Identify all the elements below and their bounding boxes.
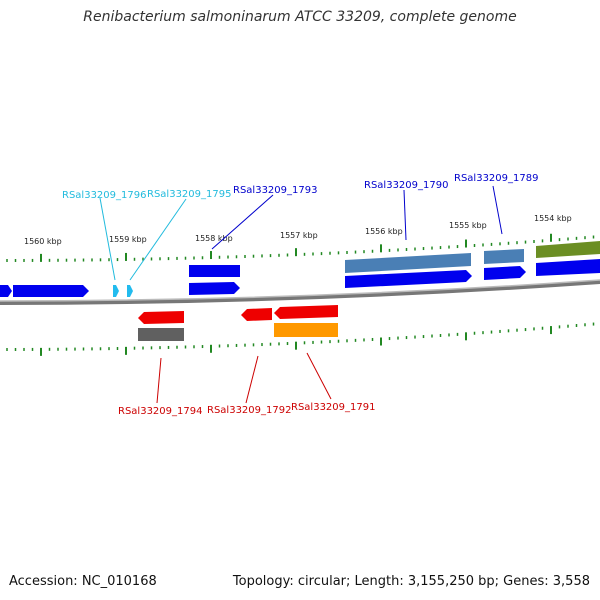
genome-backbone-highlight — [0, 279, 600, 302]
map-title: Renibacterium salmoninarum ATCC 33209, c… — [83, 9, 517, 25]
gene-arrow-forward[interactable] — [13, 285, 89, 297]
gene-label-1792[interactable]: RSal33209_1792 — [207, 405, 291, 416]
feature-steelblue-1790[interactable] — [345, 253, 471, 273]
gene-arrow-forward[interactable] — [0, 285, 12, 297]
feature-olive[interactable] — [536, 241, 600, 258]
gene-rsal33209-1789[interactable] — [484, 266, 526, 280]
genome-summary-text: Topology: circular; Length: 3,155,250 bp… — [232, 574, 590, 589]
tick-label-1557: 1557 kbp — [280, 231, 318, 240]
tick-label-1556: 1556 kbp — [365, 227, 403, 236]
leader-line-1791 — [306, 352, 332, 400]
leader-line-1796 — [99, 197, 116, 281]
gene-label-1791[interactable]: RSal33209_1791 — [291, 402, 375, 413]
gene-rsal33209-1791[interactable] — [274, 305, 338, 319]
leader-line-1790 — [403, 189, 407, 241]
inner-tick-row — [6, 322, 595, 356]
feature-blue-1793[interactable] — [189, 265, 240, 277]
gene-rsal33209-1794[interactable] — [138, 311, 184, 324]
gene-rsal33209-1796[interactable] — [113, 285, 119, 297]
leader-line-1792 — [245, 355, 259, 404]
leader-line-1789 — [492, 185, 503, 235]
accession-text: Accession: NC_010168 — [9, 574, 157, 589]
feature-gray-1794[interactable] — [138, 328, 184, 341]
feature-steelblue-1789[interactable] — [484, 249, 524, 264]
tick-label-1559: 1559 kbp — [109, 235, 147, 244]
gene-arrow-forward[interactable] — [536, 259, 600, 276]
tick-label-1560: 1560 kbp — [24, 237, 62, 246]
gene-rsal33209-1795[interactable] — [127, 285, 133, 297]
gene-label-1790[interactable]: RSal33209_1790 — [364, 180, 448, 191]
gene-rsal33209-1790[interactable] — [345, 270, 472, 288]
gene-label-1789[interactable]: RSal33209_1789 — [454, 173, 538, 184]
tick-label-1554: 1554 kbp — [534, 214, 572, 223]
feature-orange-1791[interactable] — [274, 323, 338, 337]
leader-line-1793 — [211, 194, 274, 250]
outer-tick-row — [6, 233, 595, 262]
leader-line-1795 — [129, 198, 187, 281]
genome-backbone — [0, 280, 600, 305]
tick-label-1558: 1558 kbp — [195, 234, 233, 243]
gene-label-1793[interactable]: RSal33209_1793 — [233, 185, 317, 196]
gene-label-1796[interactable]: RSal33209_1796 — [62, 190, 146, 201]
leader-line-1794 — [156, 357, 162, 404]
gene-rsal33209-1792[interactable] — [241, 308, 272, 321]
gene-label-1794[interactable]: RSal33209_1794 — [118, 406, 202, 417]
gene-rsal33209-1793[interactable] — [189, 282, 240, 295]
gene-label-1795[interactable]: RSal33209_1795 — [147, 189, 231, 200]
tick-label-1555: 1555 kbp — [449, 221, 487, 230]
